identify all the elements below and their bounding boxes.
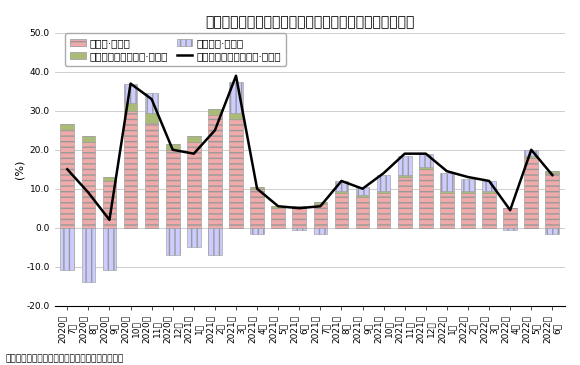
Bar [546, 228, 559, 234]
ネットを利用した支出·寄与度 [85, 191, 92, 195]
Bar [482, 191, 496, 193]
Bar [229, 119, 243, 228]
Bar [503, 208, 517, 228]
ネットを利用した支出·寄与度 [422, 151, 429, 156]
Bar [145, 93, 158, 113]
Bar [187, 228, 201, 247]
Bar [335, 191, 349, 193]
Legend: 消費財·寄与度, デジタルコンテンツ·寄与度, サービス·寄与度, ネットを利用した支出·寄与度: 消費財·寄与度, デジタルコンテンツ·寄与度, サービス·寄与度, ネットを利用… [65, 33, 287, 66]
Bar [208, 228, 222, 255]
Bar [335, 193, 349, 228]
Title: インターネットを利用した支出に占める各品目の寄与度: インターネットを利用した支出に占める各品目の寄与度 [205, 15, 415, 29]
Bar [103, 228, 117, 270]
Bar [482, 193, 496, 228]
ネットを利用した支出·寄与度 [169, 147, 176, 152]
Bar [103, 177, 117, 181]
ネットを利用した支出·寄与度 [275, 204, 282, 208]
Bar [419, 169, 433, 228]
Bar [440, 191, 454, 193]
ネットを利用した支出·寄与度 [549, 173, 556, 177]
ネットを利用した支出·寄与度 [64, 167, 71, 172]
ネットを利用した支出·寄与度 [465, 175, 472, 179]
ネットを利用した支出·寄与度 [190, 151, 197, 156]
ネットを利用した支出·寄与度 [233, 74, 240, 78]
Bar [271, 208, 285, 228]
Line: ネットを利用した支出·寄与度: ネットを利用した支出·寄与度 [67, 76, 552, 220]
Bar [335, 181, 349, 191]
Bar [398, 177, 412, 228]
Bar [187, 136, 201, 142]
Bar [60, 228, 74, 270]
Bar [82, 136, 95, 142]
ネットを利用した支出·寄与度 [127, 81, 134, 86]
Bar [524, 158, 538, 228]
Bar [250, 228, 264, 234]
Bar [461, 179, 475, 191]
Bar [461, 193, 475, 228]
Bar [229, 82, 243, 113]
Bar [461, 191, 475, 193]
Bar [292, 208, 306, 228]
Y-axis label: (%): (%) [15, 160, 25, 179]
Bar [60, 130, 74, 228]
ネットを利用した支出·寄与度 [317, 204, 324, 208]
Bar [482, 181, 496, 191]
Bar [250, 189, 264, 228]
Bar [250, 187, 264, 189]
Bar [503, 228, 517, 230]
ネットを利用した支出·寄与度 [401, 151, 408, 156]
Text: （出所）総務省「家計消費状況調査」より作成。: （出所）総務省「家計消費状況調査」より作成。 [6, 354, 124, 363]
Bar [546, 173, 559, 228]
ネットを利用した支出·寄与度 [212, 128, 219, 132]
ネットを利用した支出·寄与度 [528, 147, 535, 152]
ネットを利用した支出·寄与度 [296, 206, 303, 210]
Bar [60, 124, 74, 130]
ネットを利用した支出·寄与度 [338, 179, 345, 183]
Bar [145, 123, 158, 228]
ネットを利用した支出·寄与度 [253, 187, 260, 191]
ネットを利用した支出·寄与度 [485, 179, 492, 183]
Bar [166, 150, 180, 228]
Bar [124, 103, 137, 111]
Bar [356, 196, 369, 228]
Bar [314, 204, 327, 228]
Bar [271, 206, 285, 208]
Bar [292, 228, 306, 230]
Bar [440, 193, 454, 228]
Bar [229, 113, 243, 119]
Bar [356, 187, 369, 195]
ネットを利用した支出·寄与度 [148, 97, 155, 101]
ネットを利用した支出·寄与度 [444, 169, 451, 173]
Bar [292, 206, 306, 208]
Bar [398, 155, 412, 175]
Bar [356, 195, 369, 196]
Bar [82, 228, 95, 282]
ネットを利用した支出·寄与度 [380, 171, 387, 175]
Bar [208, 115, 222, 228]
Bar [208, 109, 222, 115]
Bar [187, 142, 201, 228]
Bar [377, 193, 390, 228]
Bar [145, 113, 158, 123]
Bar [546, 171, 559, 173]
ネットを利用した支出·寄与度 [359, 187, 366, 191]
ネットを利用した支出·寄与度 [106, 218, 113, 222]
Bar [377, 191, 390, 193]
Bar [440, 173, 454, 191]
Bar [166, 144, 180, 150]
Bar [124, 84, 137, 103]
Bar [524, 155, 538, 158]
Bar [82, 142, 95, 228]
Bar [103, 181, 117, 228]
Bar [419, 154, 433, 167]
Bar [166, 228, 180, 255]
Bar [377, 175, 390, 191]
Bar [314, 202, 327, 204]
Bar [524, 150, 538, 155]
Bar [314, 228, 327, 234]
Bar [419, 167, 433, 169]
Bar [398, 175, 412, 177]
Bar [124, 111, 137, 228]
ネットを利用した支出·寄与度 [507, 208, 514, 212]
